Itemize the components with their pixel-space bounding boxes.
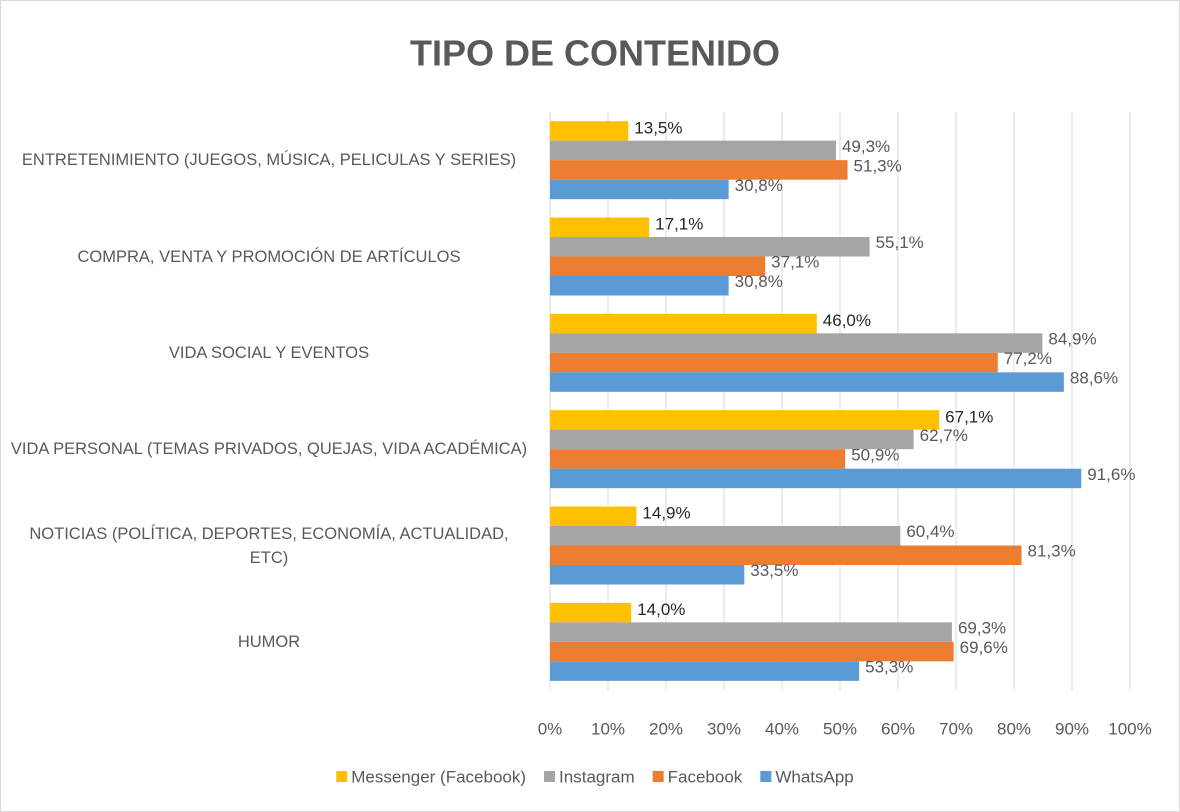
data-label: 69,6% [960, 638, 1008, 657]
bar [550, 622, 952, 642]
bar [550, 641, 954, 662]
data-label: 91,6% [1087, 465, 1135, 484]
data-label: 50,9% [851, 445, 899, 464]
legend-swatch [652, 771, 664, 782]
data-label: 13,5% [634, 118, 682, 137]
data-label: 17,1% [655, 215, 703, 234]
bar [550, 179, 729, 200]
y-tick-label: HUMOR [237, 632, 301, 651]
bar [550, 237, 870, 257]
legend-label: Facebook [668, 767, 743, 786]
x-tick-label: 40% [765, 719, 799, 738]
bar [550, 661, 860, 681]
y-tick-label: NOTICIAS (POLÍTICA, DEPORTES, ECONOMÍA, … [29, 524, 509, 567]
data-label: 14,9% [642, 504, 690, 523]
legend-swatch [544, 771, 556, 782]
bar [550, 217, 650, 237]
bar [550, 506, 637, 526]
data-label: 69,3% [958, 619, 1006, 638]
y-tick-label: ENTRETENIMIENTO (JUEGOS, MÚSICA, PELICUL… [21, 151, 517, 170]
data-label: 60,4% [906, 522, 954, 541]
x-tick-label: 30% [707, 719, 741, 738]
data-label: 77,2% [1004, 349, 1052, 368]
data-label: 37,1% [771, 253, 819, 272]
x-tick-label: 100% [1108, 719, 1151, 738]
data-label: 62,7% [920, 426, 968, 445]
x-tick-label: 80% [997, 719, 1031, 738]
data-label: 67,1% [945, 407, 993, 426]
y-tick-label: VIDA SOCIAL Y EVENTOS [168, 343, 370, 362]
data-label: 33,5% [750, 561, 798, 580]
bar [550, 352, 998, 373]
y-tick-label: COMPRA, VENTA Y PROMOCIÓN DE ARTÍCULOS [77, 247, 461, 266]
legend-label: Instagram [559, 767, 635, 786]
bar [550, 602, 632, 623]
bar [550, 333, 1043, 353]
legend-swatch [760, 771, 772, 782]
bar [550, 313, 817, 334]
bar [550, 121, 629, 141]
x-tick-label: 90% [1055, 719, 1089, 738]
data-label: 46,0% [823, 311, 871, 330]
data-label: 51,3% [854, 156, 902, 175]
bar [550, 410, 940, 430]
bar [550, 372, 1064, 392]
data-label: 49,3% [842, 137, 890, 156]
bar [550, 429, 914, 450]
x-tick-label: 60% [881, 719, 915, 738]
x-tick-label: 50% [823, 719, 857, 738]
x-tick-label: 0% [538, 719, 563, 738]
legend-label: Messenger (Facebook) [351, 767, 526, 786]
bar [550, 256, 766, 276]
data-label: 81,3% [1028, 542, 1076, 561]
data-label: 30,8% [735, 176, 783, 195]
data-label: 84,9% [1048, 330, 1096, 349]
x-tick-label: 70% [939, 719, 973, 738]
bar [550, 449, 846, 469]
y-tick-label: VIDA PERSONAL (TEMAS PRIVADOS, QUEJAS, V… [10, 440, 528, 459]
x-tick-label: 20% [649, 719, 683, 738]
bar [550, 140, 836, 161]
bar [550, 468, 1082, 489]
chart-title: TIPO DE CONTENIDO [410, 33, 780, 74]
legend-label: WhatsApp [775, 767, 853, 786]
data-label: 88,6% [1070, 369, 1118, 388]
bar [550, 276, 729, 296]
bar [550, 526, 901, 546]
bar [550, 545, 1022, 565]
data-label: 53,3% [865, 658, 913, 677]
bar [550, 160, 848, 180]
data-label: 14,0% [637, 600, 685, 619]
bar [550, 565, 745, 585]
data-label: 55,1% [876, 233, 924, 252]
data-label: 30,8% [735, 272, 783, 291]
legend-swatch [336, 771, 348, 782]
x-tick-label: 10% [591, 719, 625, 738]
